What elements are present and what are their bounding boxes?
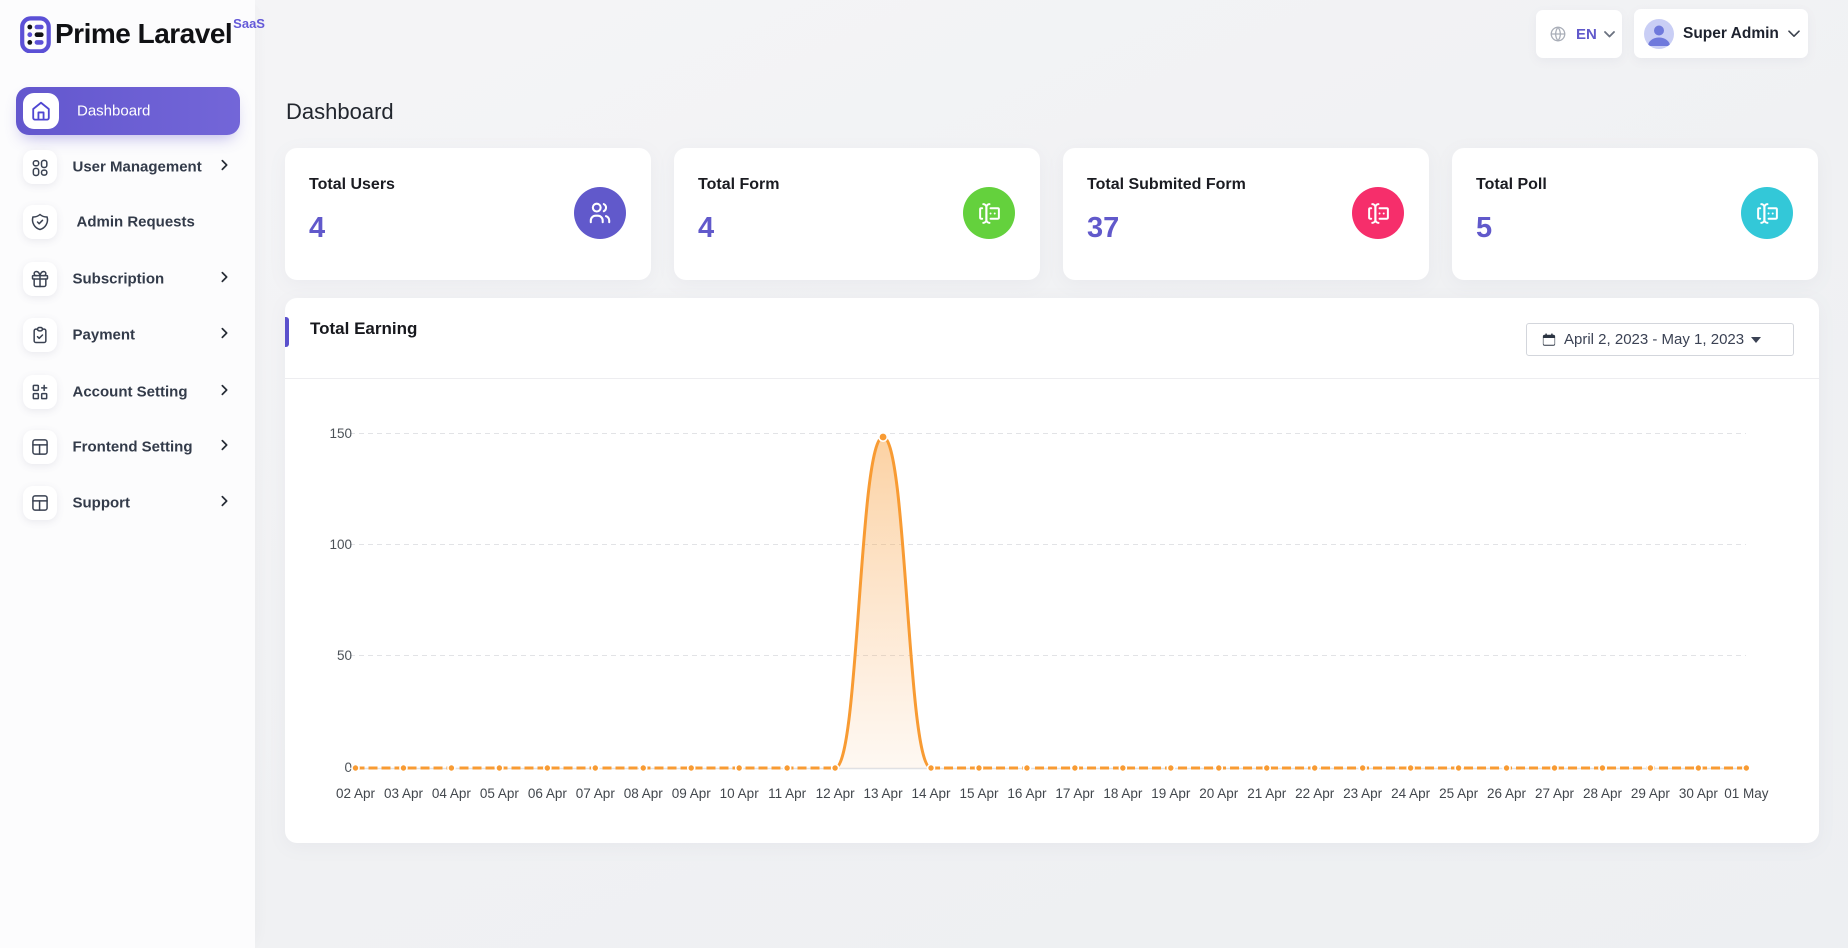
svg-text:06 Apr: 06 Apr: [528, 786, 568, 801]
svg-text:23 Apr: 23 Apr: [1343, 786, 1383, 801]
svg-text:0: 0: [344, 760, 352, 775]
svg-text:18 Apr: 18 Apr: [1103, 786, 1143, 801]
svg-text:29 Apr: 29 Apr: [1631, 786, 1671, 801]
svg-text:150: 150: [329, 426, 352, 441]
svg-text:01 May: 01 May: [1724, 786, 1769, 801]
svg-text:25 Apr: 25 Apr: [1439, 786, 1479, 801]
svg-text:02 Apr: 02 Apr: [336, 786, 376, 801]
svg-text:11 Apr: 11 Apr: [768, 786, 807, 801]
svg-text:21 Apr: 21 Apr: [1247, 786, 1287, 801]
svg-text:15 Apr: 15 Apr: [959, 786, 999, 801]
svg-text:50: 50: [337, 648, 352, 663]
svg-text:03 Apr: 03 Apr: [384, 786, 424, 801]
svg-text:28 Apr: 28 Apr: [1583, 786, 1623, 801]
svg-text:16 Apr: 16 Apr: [1007, 786, 1047, 801]
svg-text:09 Apr: 09 Apr: [672, 786, 712, 801]
svg-text:26 Apr: 26 Apr: [1487, 786, 1527, 801]
svg-text:24 Apr: 24 Apr: [1391, 786, 1431, 801]
svg-text:04 Apr: 04 Apr: [432, 786, 472, 801]
svg-text:05 Apr: 05 Apr: [480, 786, 520, 801]
svg-text:22 Apr: 22 Apr: [1295, 786, 1335, 801]
svg-text:17 Apr: 17 Apr: [1055, 786, 1095, 801]
svg-text:08 Apr: 08 Apr: [624, 786, 664, 801]
svg-text:13 Apr: 13 Apr: [864, 786, 904, 801]
svg-text:19 Apr: 19 Apr: [1151, 786, 1191, 801]
svg-text:12 Apr: 12 Apr: [816, 786, 856, 801]
svg-text:14 Apr: 14 Apr: [912, 786, 952, 801]
svg-text:30 Apr: 30 Apr: [1679, 786, 1719, 801]
svg-text:100: 100: [329, 537, 352, 552]
svg-text:07 Apr: 07 Apr: [576, 786, 616, 801]
svg-text:20 Apr: 20 Apr: [1199, 786, 1239, 801]
svg-text:27 Apr: 27 Apr: [1535, 786, 1575, 801]
svg-text:10 Apr: 10 Apr: [720, 786, 760, 801]
